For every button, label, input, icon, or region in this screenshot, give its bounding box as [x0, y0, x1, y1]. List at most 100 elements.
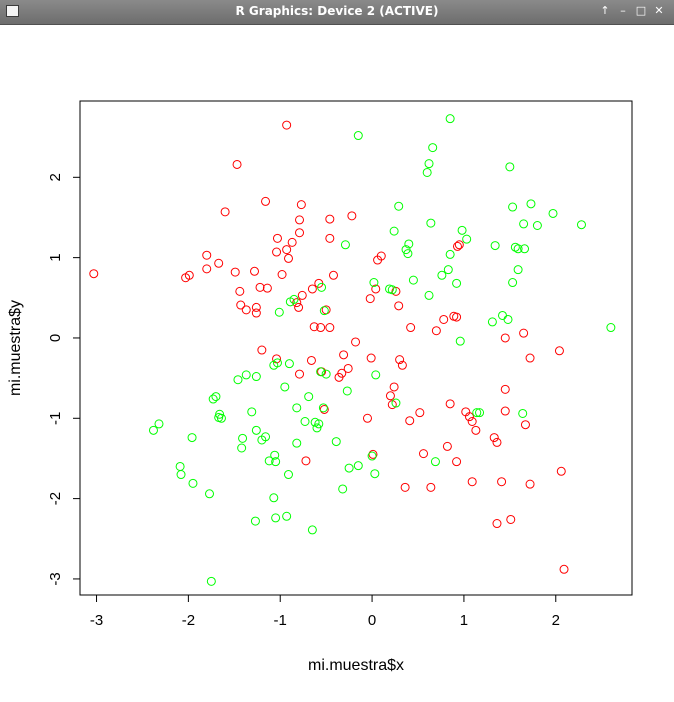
green-point	[462, 234, 472, 244]
green-point	[205, 489, 215, 499]
red-point	[397, 360, 407, 370]
red-point	[419, 449, 429, 459]
green-point	[215, 409, 225, 419]
x-tick-label: -1	[274, 612, 287, 629]
y-axis-label: mi.muestra$y	[7, 300, 24, 396]
data-points	[89, 114, 616, 586]
green-point	[508, 278, 518, 288]
green-point	[445, 249, 455, 259]
red-point	[500, 384, 510, 394]
red-point	[250, 266, 260, 276]
green-point	[497, 310, 507, 320]
red-point	[295, 369, 305, 379]
red-point	[366, 353, 376, 363]
green-point	[367, 451, 377, 461]
green-point	[404, 239, 414, 249]
y-tick-label: 0	[47, 334, 64, 342]
green-point	[520, 244, 530, 254]
red-point	[251, 308, 261, 318]
y-tick-label: 2	[47, 173, 64, 181]
green-point	[389, 226, 399, 236]
green-point	[251, 425, 261, 435]
red-point	[272, 354, 282, 364]
red-point	[452, 241, 462, 251]
red-point	[282, 120, 292, 130]
red-point	[347, 211, 357, 221]
x-tick-label: 0	[368, 612, 376, 629]
red-point	[255, 282, 265, 292]
green-point	[344, 463, 354, 473]
green-point	[353, 131, 363, 141]
red-point	[442, 441, 452, 451]
red-point	[445, 399, 455, 409]
red-point	[400, 482, 410, 492]
red-point	[307, 284, 317, 294]
red-point	[316, 323, 326, 333]
red-point	[184, 270, 194, 280]
red-point	[261, 196, 271, 206]
green-point	[452, 278, 462, 288]
green-point	[216, 413, 226, 423]
green-point	[475, 408, 485, 418]
red-point	[262, 283, 272, 293]
green-point	[331, 437, 341, 447]
window-title: R Graphics: Device 2 (ACTIVE)	[235, 4, 439, 18]
x-tick-label: 1	[460, 612, 468, 629]
green-point	[401, 245, 411, 255]
red-point	[376, 251, 386, 261]
red-point	[506, 514, 516, 524]
green-point	[148, 425, 158, 435]
green-point	[437, 270, 447, 280]
red-point	[492, 437, 502, 447]
red-point	[500, 333, 510, 343]
green-point	[292, 403, 302, 413]
green-point	[443, 265, 453, 275]
green-point	[321, 369, 331, 379]
window-menu-icon[interactable]	[6, 5, 19, 17]
red-point	[295, 215, 305, 225]
green-point	[430, 457, 440, 467]
x-tick-label: -3	[90, 612, 103, 629]
close-icon[interactable]: ✕	[654, 4, 664, 17]
green-point	[455, 336, 465, 346]
red-point	[452, 312, 462, 322]
green-point	[237, 443, 247, 453]
red-point	[202, 264, 212, 274]
minimize-icon[interactable]: –	[620, 4, 626, 17]
green-point	[312, 423, 322, 433]
title-bar[interactable]: R Graphics: Device 2 (ACTIVE) ↑ – □ ✕	[0, 0, 674, 25]
red-point	[277, 270, 287, 280]
green-point	[261, 432, 271, 442]
green-point	[280, 382, 290, 392]
green-point	[208, 394, 218, 404]
red-point	[235, 286, 245, 296]
red-point	[467, 477, 477, 487]
red-point	[282, 245, 292, 255]
red-point	[214, 258, 224, 268]
red-point	[389, 382, 399, 392]
green-point	[505, 162, 515, 172]
red-point	[406, 323, 416, 333]
green-point	[272, 358, 282, 368]
green-point	[274, 307, 284, 317]
green-point	[271, 513, 281, 523]
green-point	[548, 208, 558, 218]
green-point	[176, 470, 186, 480]
green-point	[307, 525, 317, 535]
green-point	[318, 403, 328, 413]
red-point	[520, 420, 530, 430]
green-point	[238, 433, 248, 443]
green-point	[472, 408, 482, 418]
red-point	[325, 323, 335, 333]
green-point	[340, 240, 350, 250]
keep-above-icon[interactable]: ↑	[600, 4, 610, 17]
green-point	[270, 450, 280, 460]
green-point	[487, 317, 497, 327]
green-point	[510, 242, 520, 252]
maximize-icon[interactable]: □	[635, 4, 647, 17]
red-point	[309, 322, 319, 332]
red-point	[471, 425, 481, 435]
green-point	[269, 493, 279, 503]
green-point	[250, 516, 260, 526]
